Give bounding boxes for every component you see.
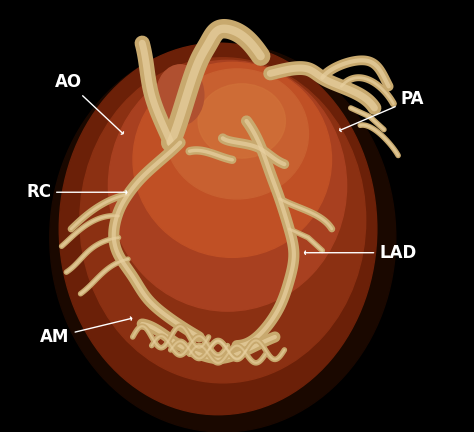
Ellipse shape (133, 62, 331, 257)
Ellipse shape (80, 58, 366, 383)
Text: LAD: LAD (305, 244, 417, 262)
Text: PA: PA (340, 90, 424, 131)
Ellipse shape (156, 65, 204, 125)
Ellipse shape (109, 60, 346, 311)
Text: AO: AO (55, 73, 124, 134)
Text: RC: RC (26, 183, 127, 201)
Ellipse shape (59, 43, 377, 415)
Text: AM: AM (40, 317, 132, 346)
Ellipse shape (50, 43, 396, 432)
Ellipse shape (165, 69, 309, 199)
Ellipse shape (198, 84, 285, 158)
